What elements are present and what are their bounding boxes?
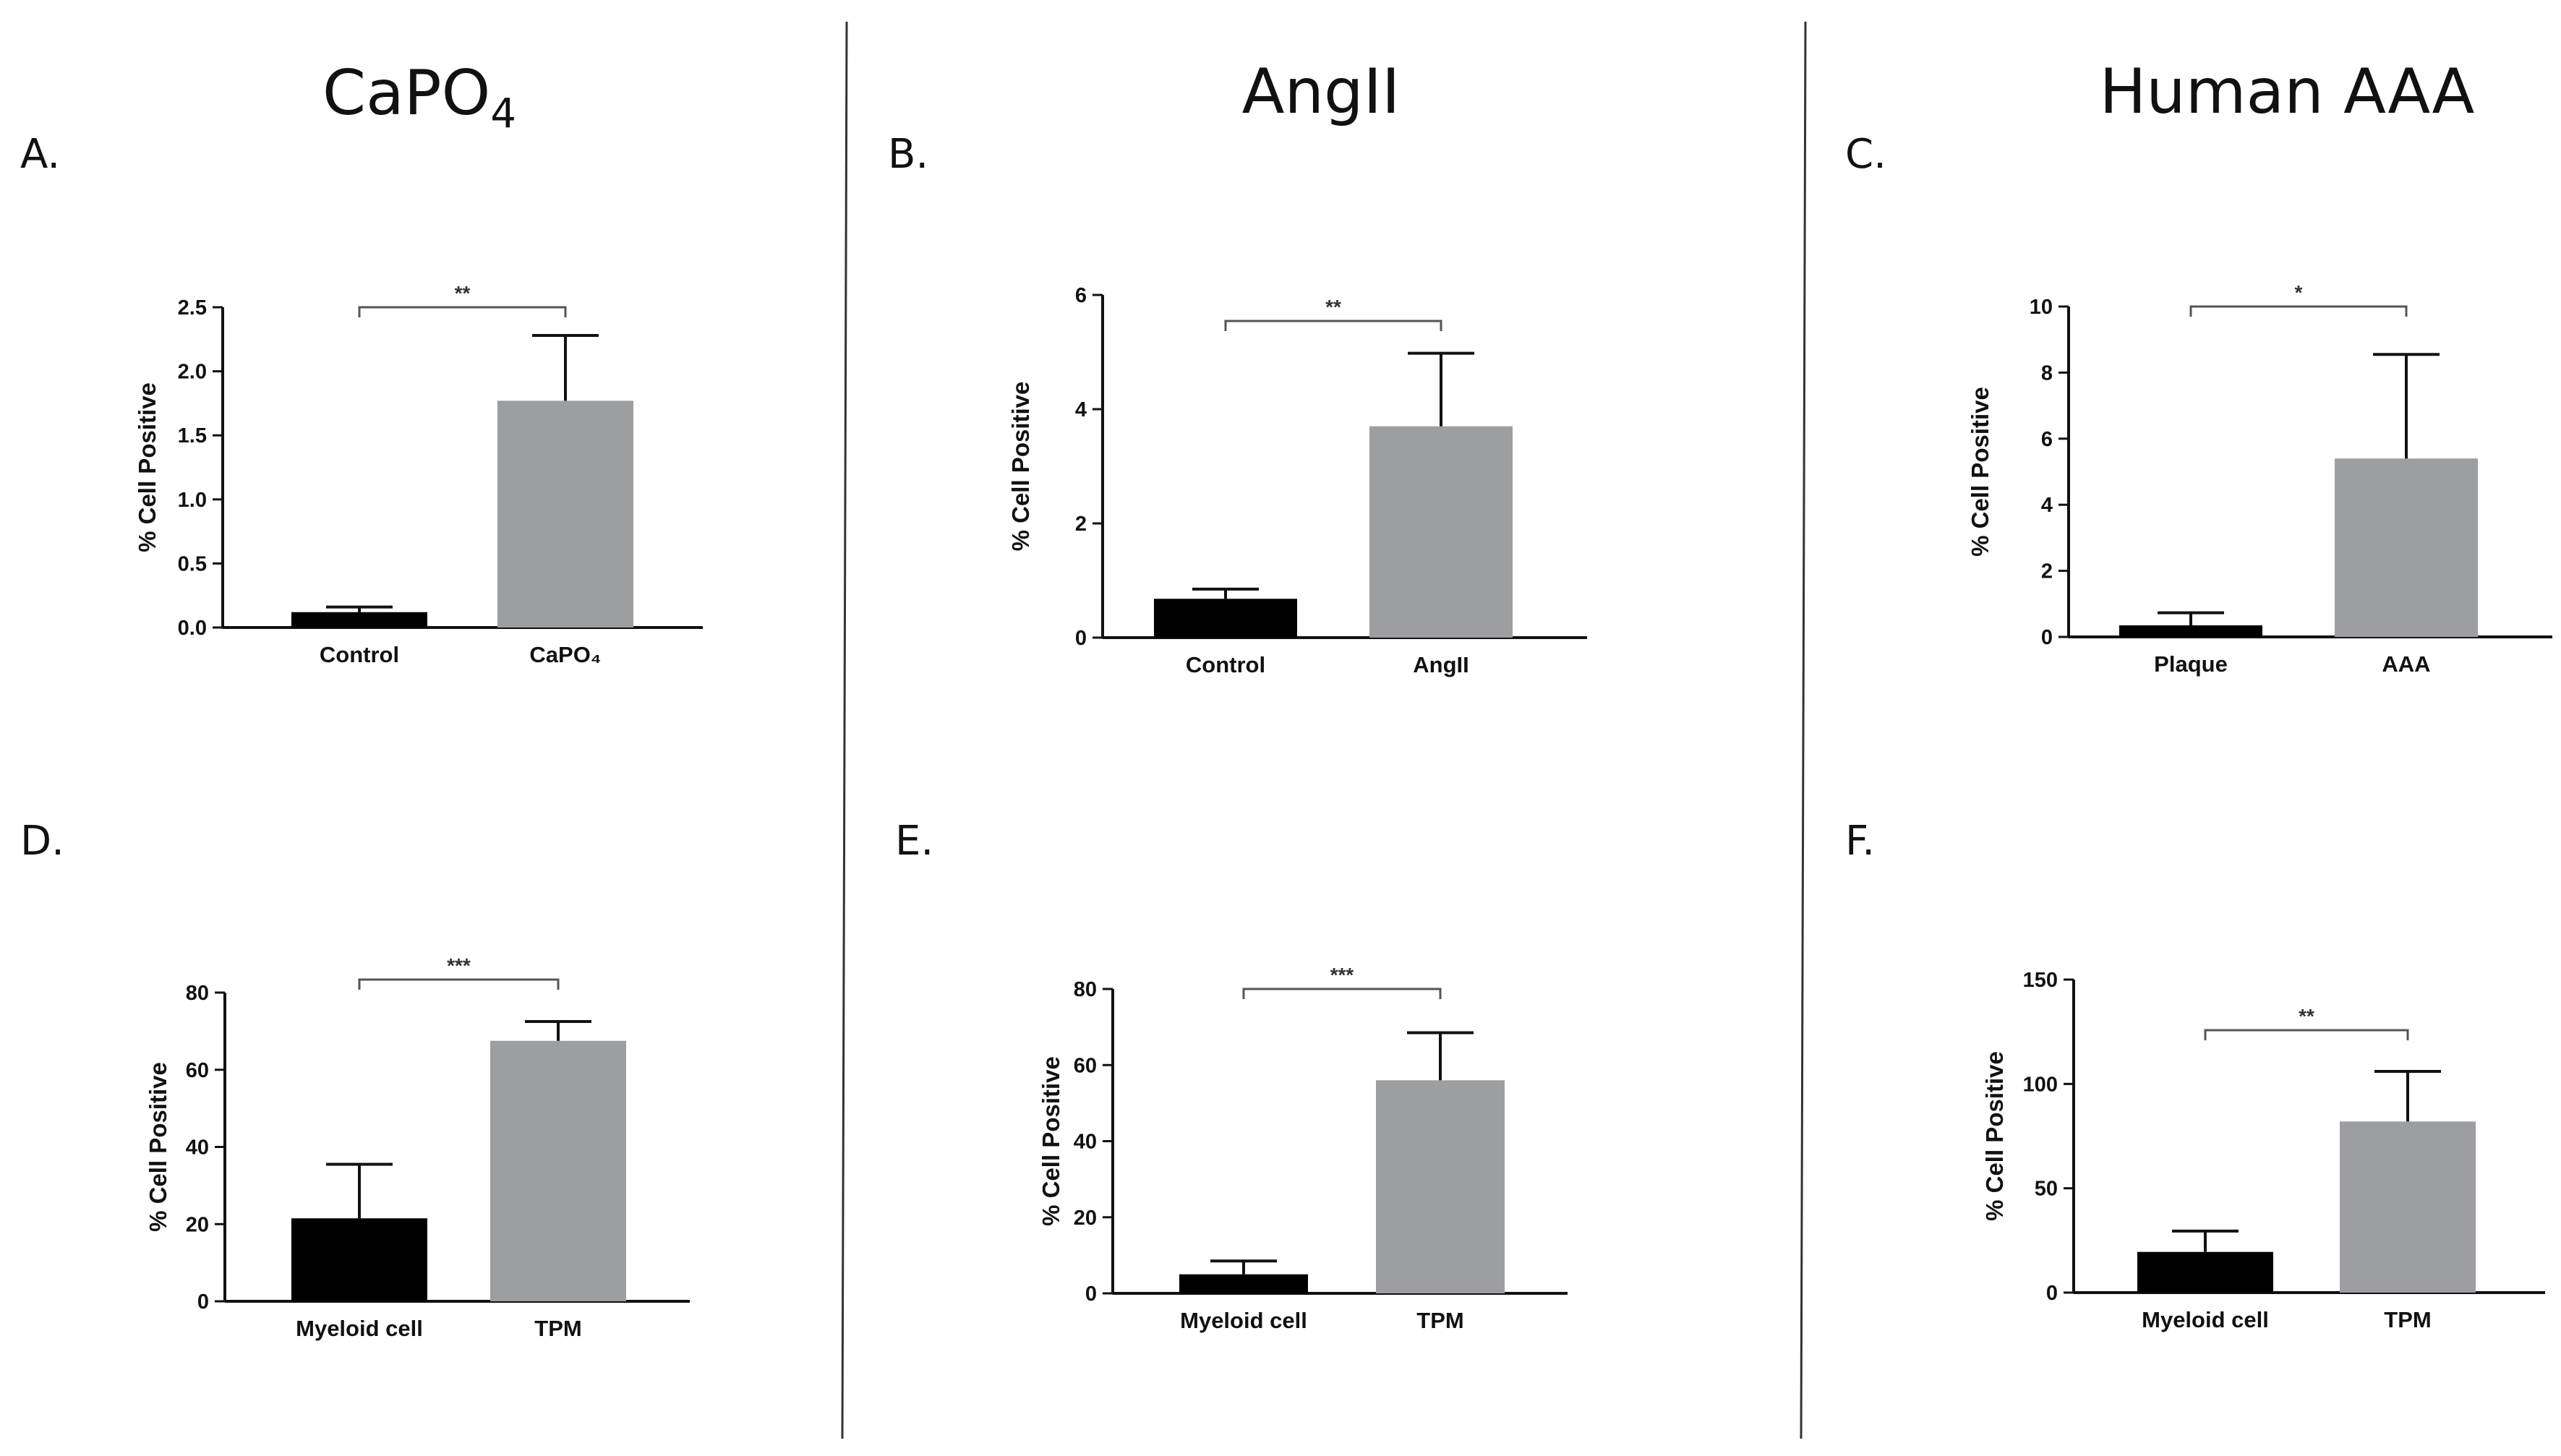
y-tick-label: 6 [1075,284,1087,307]
y-axis-title: % Cell Positive [134,382,161,552]
significance-bracket [1242,988,1442,999]
category-label: Control [320,642,399,667]
y-axis-title: % Cell Positive [1007,382,1034,552]
column-divider [1800,21,1807,1439]
y-tick-label: 60 [1074,1054,1097,1077]
category-label: CaPO₄ [529,642,601,667]
y-tick-label: 4 [1075,398,1087,421]
bar [291,612,427,628]
category-label: TPM [2384,1307,2431,1332]
column-title-capo4: CaPO4 [322,57,516,137]
bar [497,401,633,628]
significance-bracket [2204,1029,2409,1040]
column-divider [841,21,848,1439]
significance-stars: * [2295,281,2303,304]
y-axis-title: % Cell Positive [1981,1051,2008,1221]
bar [1376,1080,1505,1293]
significance-stars: ** [455,282,471,304]
y-tick-label: 40 [186,1136,209,1160]
y-tick-label: 1.5 [178,424,207,447]
category-label: TPM [1416,1308,1463,1333]
y-tick-label: 20 [1074,1207,1097,1230]
y-tick-label: 50 [2035,1178,2058,1201]
bar [2137,1251,2273,1293]
chart-panel-f: 0 50 100 150 % Cell Positive Myeloid cell TPM *… [1981,969,2545,1332]
panel-label-b: B. [888,131,928,178]
significance-stars: ** [2299,1005,2314,1027]
y-tick-label: 80 [1074,978,1097,1001]
category-label: Plaque [2154,651,2228,677]
bar [2335,458,2478,637]
y-tick-label: 80 [186,982,209,1005]
y-tick-label: 1.0 [178,489,207,512]
significance-stars: ** [1325,296,1341,318]
panel-label-c: C. [1845,131,1886,178]
significance-bracket [358,978,560,990]
panel-label-a: A. [20,131,60,178]
bar [1179,1274,1308,1293]
y-tick-label: 2 [1075,513,1087,536]
chart-panel-e: 0 20 40 60 80 % Cell Positive Myeloid cell TPM *… [1038,964,1568,1333]
category-label: AngII [1413,652,1469,677]
y-tick-label: 0.0 [178,617,207,640]
y-tick-label: 100 [2023,1073,2058,1096]
category-label: AAA [2382,651,2430,677]
y-tick-label: 2.5 [178,296,207,320]
y-axis-title: % Cell Positive [1967,387,1993,557]
y-tick-label: 20 [186,1213,209,1236]
column-title-human-aaa: Human AAA [2100,56,2475,128]
chart-panel-b: 0 2 4 6 % Cell Positive Control AngII ** [1007,284,1587,677]
significance-stars: *** [447,954,471,977]
bar [1154,599,1297,638]
y-tick-label: 0 [2041,626,2053,649]
significance-bracket [2189,305,2408,317]
bar [291,1218,427,1301]
y-tick-label: 150 [2023,969,2058,992]
column-title-subscript: 4 [490,90,516,137]
y-tick-label: 10 [2030,296,2053,319]
y-tick-label: 0 [1075,627,1087,650]
category-label: Myeloid cell [296,1316,423,1341]
category-label: Myeloid cell [2142,1307,2269,1332]
y-tick-label: 0 [197,1290,209,1314]
y-tick-label: 2 [2041,560,2053,583]
bar [2119,625,2262,637]
category-label: TPM [534,1316,581,1341]
y-axis-title: % Cell Positive [1038,1056,1064,1226]
chart-panel-a: 0.0 0.5 1.0 1.5 2.0 2.5 % Cell Positive Control… [134,282,703,667]
y-tick-label: 0 [2046,1282,2058,1305]
y-tick-label: 0 [1085,1282,1097,1306]
y-tick-label: 4 [2041,494,2053,517]
significance-bracket [358,306,567,317]
column-title-angii: AngII [1242,56,1401,128]
y-tick-label: 0.5 [178,552,207,575]
y-tick-label: 6 [2041,428,2053,451]
chart-panel-c: 0 2 4 6 8 10 % Cell Positive Plaque AAA * [1967,281,2552,677]
category-label: Control [1186,652,1265,677]
y-tick-label: 60 [186,1059,209,1082]
bar [1369,426,1513,638]
y-tick-label: 40 [1074,1131,1097,1154]
bar [490,1040,626,1301]
significance-stars: *** [1330,964,1354,986]
category-label: Myeloid cell [1180,1308,1307,1333]
chart-panel-d: 0 20 40 60 80 % Cell Positive Myeloid cell TPM *… [145,954,690,1341]
y-axis-title: % Cell Positive [145,1062,171,1232]
y-tick-label: 2.0 [178,361,207,384]
column-title-text: CaPO [322,57,490,129]
significance-bracket [1224,320,1442,331]
panel-label-e: E. [895,818,933,865]
bar [2340,1121,2476,1293]
y-tick-label: 8 [2041,361,2053,385]
panel-label-f: F. [1845,818,1875,865]
panel-label-d: D. [20,818,64,865]
